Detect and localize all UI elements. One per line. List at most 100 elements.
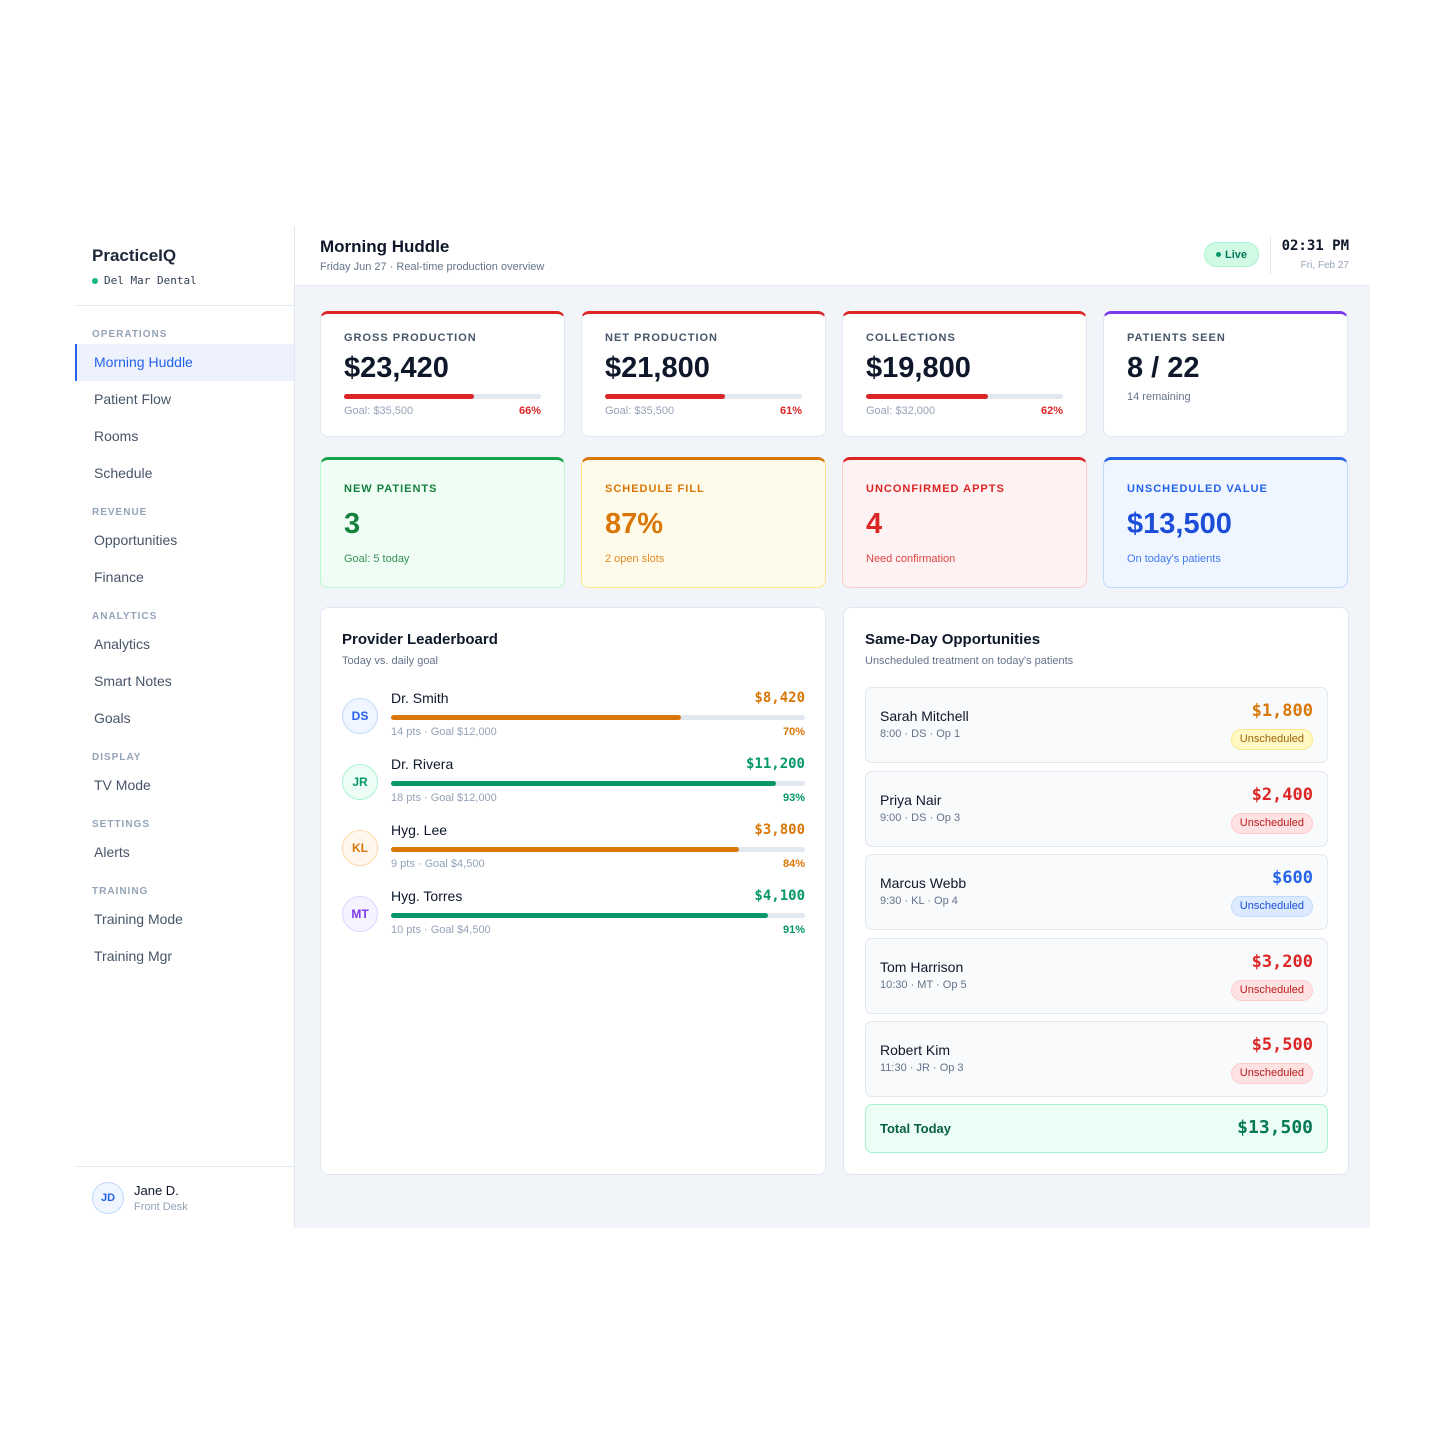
kpi-value: $19,800 xyxy=(866,352,971,384)
provider-name: Hyg. Lee xyxy=(391,822,448,838)
kpi-goal: Goal: $35,500 xyxy=(605,405,675,417)
sidebar-item-alerts[interactable]: Alerts xyxy=(94,844,130,860)
provider-amount: $4,100 xyxy=(754,888,805,904)
sidebar: PracticeIQ Del Mar Dental OPERATIONS Morn… xyxy=(75,226,295,1228)
appointment-meta: 9:30 · KL · Op 4 xyxy=(880,895,958,907)
header-divider xyxy=(1270,236,1271,274)
provider-percent: 84% xyxy=(782,858,805,870)
kpi-progress-fill xyxy=(605,394,726,399)
appointment-meta: 8:00 · DS · Op 1 xyxy=(880,728,961,740)
kpi-label: GROSS PRODUCTION xyxy=(344,332,477,344)
clock-date: Fri, Feb 27 xyxy=(1300,260,1349,271)
sidebar-item-morning-huddle[interactable]: Morning Huddle xyxy=(75,344,294,381)
same-day-opportunities: Same-Day Opportunities Unscheduled treat… xyxy=(843,607,1349,1175)
provider-progress-track xyxy=(391,913,805,918)
opportunity-amount: $1,800 xyxy=(1251,701,1313,721)
provider-name: Dr. Smith xyxy=(391,690,449,706)
sidebar-item-analytics[interactable]: Analytics xyxy=(94,636,151,652)
provider-avatar: MT xyxy=(342,896,378,932)
stat-card-schedule-fill: SCHEDULE FILL 87% 2 open slots xyxy=(581,457,826,588)
opportunity-item[interactable]: Sarah Mitchell 8:00 · DS · Op 1 $1,800 Unsc… xyxy=(865,687,1328,763)
user-name: Jane D. xyxy=(134,1182,179,1198)
stat-label: UNSCHEDULED VALUE xyxy=(1127,483,1268,495)
sidebar-item-goals[interactable]: Goals xyxy=(94,710,131,726)
stat-label: UNCONFIRMED APPTS xyxy=(866,483,1005,495)
stat-value: 4 xyxy=(866,508,883,540)
kpi-progress-fill xyxy=(866,394,989,399)
stat-card-new-patients: NEW PATIENTS 3 Goal: 5 today xyxy=(320,457,565,588)
provider-goal: 10 pts · Goal $4,500 xyxy=(391,924,491,936)
nav-section-label: TRAINING xyxy=(92,886,149,897)
provider-progress-fill xyxy=(391,913,768,918)
sidebar-item-rooms[interactable]: Rooms xyxy=(94,428,139,444)
sidebar-item-patient-flow[interactable]: Patient Flow xyxy=(94,391,172,407)
opportunity-item[interactable]: Robert Kim 11:30 · JR · Op 3 $5,500 Unsched… xyxy=(865,1021,1328,1097)
opportunity-amount: $600 xyxy=(1272,868,1313,888)
nav-section-label: ANALYTICS xyxy=(92,611,158,622)
provider-progress-track xyxy=(391,781,805,786)
opportunity-item[interactable]: Priya Nair 9:00 · DS · Op 3 $2,400 Unschedu… xyxy=(865,770,1328,847)
kpi-percent: 62% xyxy=(1040,405,1063,417)
patient-name: Sarah Mitchell xyxy=(880,708,969,724)
avatar: JD xyxy=(92,1181,124,1214)
kpi-card-gross-production: GROSS PRODUCTION $23,420 Goal: $35,500 66% xyxy=(320,311,565,437)
patient-name: Priya Nair xyxy=(880,791,942,808)
nav-section-label: DISPLAY xyxy=(92,752,142,763)
kpi-card-patients-seen: PATIENTS SEEN 8 / 22 14 remaining xyxy=(1103,311,1348,437)
opportunities-subtitle: Unscheduled treatment on today's patient… xyxy=(865,655,1074,667)
kpi-label: NET PRODUCTION xyxy=(605,332,718,344)
appointment-meta: 11:30 · JR · Op 3 xyxy=(880,1062,964,1074)
stat-note: Need confirmation xyxy=(866,553,956,565)
opportunity-item[interactable]: Marcus Webb 9:30 · KL · Op 4 $600 Unschedul… xyxy=(865,854,1328,930)
kpi-value: 8 / 22 xyxy=(1127,352,1200,384)
provider-row: KL Hyg. Lee $3,800 9 pts · Goal $4,500 84% xyxy=(342,820,805,880)
status-badge: Unscheduled xyxy=(1230,1063,1313,1084)
kpi-label: COLLECTIONS xyxy=(866,332,956,344)
patient-name: Tom Harrison xyxy=(880,958,964,975)
nav-section-label: SETTINGS xyxy=(92,819,151,830)
provider-progress-track xyxy=(391,847,805,852)
kpi-progress-fill xyxy=(344,394,475,399)
sidebar-item-opportunities[interactable]: Opportunities xyxy=(94,532,178,548)
live-dot-icon xyxy=(1216,252,1221,257)
stat-label: NEW PATIENTS xyxy=(344,483,438,495)
sidebar-item-tv-mode[interactable]: TV Mode xyxy=(94,777,151,793)
provider-row: JR Dr. Rivera $11,200 18 pts · Goal $12,000… xyxy=(342,754,805,814)
provider-goal: 18 pts · Goal $12,000 xyxy=(391,792,497,804)
sidebar-item-finance[interactable]: Finance xyxy=(94,569,144,585)
live-badge: Live xyxy=(1204,242,1260,267)
sidebar-item-smart-notes[interactable]: Smart Notes xyxy=(94,673,172,689)
provider-row: MT Hyg. Torres $4,100 10 pts · Goal $4,500 9… xyxy=(342,886,805,946)
kpi-note: 14 remaining xyxy=(1127,391,1191,403)
provider-avatar: JR xyxy=(342,764,378,800)
brand: PracticeIQ Del Mar Dental xyxy=(75,226,294,306)
kpi-value: $21,800 xyxy=(605,352,710,384)
status-badge: Unscheduled xyxy=(1230,896,1313,917)
kpi-progress-track xyxy=(605,394,802,399)
sidebar-item-training-mode[interactable]: Training Mode xyxy=(94,911,183,927)
sidebar-item-training-mgr[interactable]: Training Mgr xyxy=(94,948,173,964)
opportunity-item[interactable]: Tom Harrison 10:30 · MT · Op 5 $3,200 Unsch… xyxy=(865,937,1328,1014)
status-badge: Unscheduled xyxy=(1230,729,1313,750)
stat-value: $13,500 xyxy=(1127,508,1232,540)
nav-section-label: OPERATIONS xyxy=(92,329,168,340)
status-badge: Unscheduled xyxy=(1230,812,1313,834)
kpi-card-net-production: NET PRODUCTION $21,800 Goal: $35,500 61% xyxy=(581,311,826,437)
total-label: Total Today xyxy=(880,1121,952,1136)
provider-avatar: DS xyxy=(342,698,378,734)
stat-label: SCHEDULE FILL xyxy=(605,483,705,495)
kpi-goal: Goal: $35,500 xyxy=(344,405,414,417)
provider-leaderboard: Provider Leaderboard Today vs. daily goa… xyxy=(320,607,826,1175)
opportunity-amount: $2,400 xyxy=(1251,784,1313,805)
kpi-value: $23,420 xyxy=(344,352,449,384)
user-profile[interactable]: JD Jane D. Front Desk xyxy=(75,1166,294,1228)
provider-progress-fill xyxy=(391,781,777,786)
page-subtitle: Friday Jun 27 · Real-time production ove… xyxy=(320,261,545,273)
provider-goal: 9 pts · Goal $4,500 xyxy=(391,858,485,870)
page-title: Morning Huddle xyxy=(320,237,450,256)
leaderboard-title: Provider Leaderboard xyxy=(342,631,498,648)
stat-note: 2 open slots xyxy=(605,553,665,565)
sidebar-item-schedule[interactable]: Schedule xyxy=(94,465,153,481)
stat-note: Goal: 5 today xyxy=(344,553,410,565)
provider-progress-track xyxy=(391,715,805,720)
